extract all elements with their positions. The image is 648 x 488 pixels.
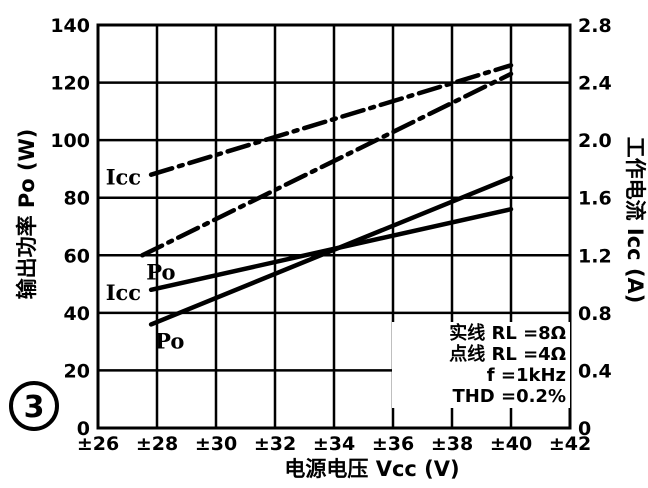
x-tick-label: ±32	[254, 433, 296, 455]
legend-entry: f =1kHz	[487, 365, 566, 386]
y-right-tick-label: 2.0	[578, 130, 612, 152]
y-left-tick-label: 100	[50, 130, 90, 152]
plot-frame	[96, 23, 572, 430]
legend-entry: 实线 RL =8Ω	[449, 322, 566, 344]
x-tick-label: ±26	[77, 433, 119, 455]
y-right-tick-label: 2.8	[578, 15, 612, 37]
y-right-tick-label: 1.2	[578, 245, 612, 267]
series-label-po: Po	[146, 259, 175, 284]
y-right-tick-label: 0.4	[578, 360, 612, 382]
x-tick-label: ±42	[549, 433, 591, 455]
y-right-tick-label: 0.8	[578, 303, 612, 325]
y-left-tick-label: 80	[64, 188, 90, 210]
legend-entry: THD =0.2%	[452, 386, 566, 407]
y-axis-left-title: 输出功率 Po (W)	[15, 129, 39, 300]
y-left-tick-label: 20	[64, 360, 90, 382]
series-line-po-dash-dot	[140, 71, 514, 258]
x-tick-label: ±38	[431, 433, 473, 455]
y-left-tick-label: 60	[64, 245, 90, 267]
series-label-icc: Icc	[106, 280, 141, 305]
legend-box	[392, 322, 570, 408]
y-axis-right-title: 工作电流 Icc (A)	[623, 137, 647, 304]
series-label-icc: Icc	[106, 165, 141, 190]
figure-number: 3	[24, 390, 45, 425]
y-right-tick-label: 0	[578, 418, 591, 440]
y-left-tick-label: 0	[77, 418, 90, 440]
tick-labels: ±26 ±28 ±30 ±32 ±34 ±36 ±38 ±40 ±420204060801001…	[50, 15, 611, 455]
series-lines	[140, 63, 514, 327]
x-tick-label: ±34	[313, 433, 355, 455]
x-tick-label: ±36	[372, 433, 414, 455]
y-right-tick-label: 2.4	[578, 73, 612, 95]
figure-badge-circle	[9, 381, 59, 431]
y-left-tick-label: 40	[64, 303, 90, 325]
y-left-tick-label: 120	[50, 73, 90, 95]
legend-entry: 点线 RL =4Ω	[449, 343, 566, 365]
series-label-po: Po	[155, 328, 184, 353]
x-axis-title: 电源电压 Vcc (V)	[284, 457, 459, 481]
series-line-icc-dash-dot	[148, 63, 514, 177]
y-right-tick-label: 1.6	[578, 188, 612, 210]
x-tick-label: ±40	[490, 433, 532, 455]
x-tick-label: ±30	[195, 433, 237, 455]
figure-badge: 3	[9, 381, 59, 431]
series-line-icc-solid	[148, 206, 514, 293]
y-left-tick-label: 140	[50, 15, 90, 37]
x-tick-label: ±28	[136, 433, 178, 455]
